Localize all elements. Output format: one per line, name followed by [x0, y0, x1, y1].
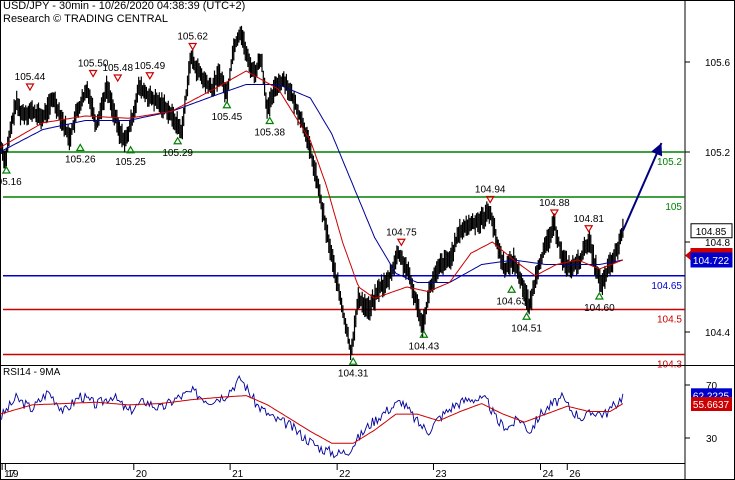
swing-low-label: 104.60	[584, 303, 615, 314]
swing-low-label: 105.25	[115, 157, 146, 168]
swing-high-marker	[485, 195, 495, 204]
price-y-tick-label: 104.4	[705, 328, 730, 339]
swing-high-label: 105.62	[177, 32, 208, 43]
ma-fast-line	[0, 70, 624, 299]
swing-low-label: 105.38	[254, 128, 285, 139]
price-y-tick-label: 104.8	[705, 238, 730, 249]
blue-price-badge	[690, 252, 733, 268]
price-y-tick-label: 105.6	[705, 58, 730, 69]
last-price-badge-label: 104.85	[696, 227, 727, 238]
forecast-arrow-head	[651, 143, 663, 157]
swing-low-marker	[522, 312, 532, 320]
swing-low-marker	[222, 100, 232, 109]
swing-low-marker	[75, 143, 85, 152]
swing-high-marker	[188, 42, 198, 51]
rsi-ma-value-badge	[691, 396, 732, 411]
swing-low-marker	[173, 136, 183, 145]
x-tick-label: 19	[7, 469, 19, 480]
blue-price-badge-label: 104.722	[693, 256, 730, 267]
ma-slow-line	[0, 84, 623, 283]
x-tick-label: 26	[569, 469, 581, 480]
level-label: 104.5	[657, 315, 682, 326]
swing-low-label: 105.26	[65, 155, 96, 166]
swing-low-label: 104.43	[409, 341, 440, 352]
price-series	[0, 25, 624, 360]
swing-high-marker	[113, 74, 123, 83]
swing-high-label: 105.44	[15, 72, 46, 83]
swing-low-marker	[419, 330, 429, 338]
rsi-panel-title: RSI14 - 9MA	[3, 367, 61, 378]
swing-low-marker	[594, 291, 604, 300]
swing-low-marker	[265, 116, 275, 125]
rsi-ma-line	[0, 395, 624, 444]
swing-low-marker	[348, 357, 358, 365]
swing-low-label: 104.63	[496, 296, 527, 307]
swing-high-label: 105.48	[102, 63, 133, 74]
swing-low-marker	[507, 285, 517, 293]
x-tick-label: 17	[4, 469, 16, 480]
swing-high-label: 104.81	[573, 214, 604, 225]
swing-low-label: 105.29	[162, 148, 193, 159]
level-label: 105.2	[657, 157, 682, 168]
swing-high-marker	[396, 238, 406, 247]
swing-high-marker	[549, 209, 559, 218]
swing-high-marker	[25, 83, 35, 92]
swing-low-marker	[126, 145, 136, 154]
swing-low-label: 104.31	[338, 368, 369, 379]
swing-high-marker	[145, 72, 155, 80]
swing-high-label: 104.75	[386, 227, 417, 238]
swing-high-marker	[584, 225, 594, 233]
chart-subtitle: Research © TRADING CENTRAL	[3, 13, 168, 25]
red-badge-pointer	[685, 250, 691, 261]
price-y-tick-label: 105.2	[705, 148, 730, 159]
x-tick-label: 22	[339, 469, 351, 480]
swing-high-marker	[88, 69, 98, 78]
chart-title: USD/JPY - 30min - 10/26/2020 04:38:39 (U…	[3, 0, 246, 12]
x-tick-label: 23	[435, 469, 447, 480]
swing-low-label: 104.51	[511, 323, 542, 334]
level-label: 104.65	[651, 281, 682, 292]
swing-high-label: 105.50	[78, 59, 109, 70]
rsi-line	[0, 374, 624, 459]
x-tick-label: 21	[232, 469, 244, 480]
rsi-value-badge-label: 62.2225	[693, 391, 730, 402]
swing-low-marker	[1, 165, 11, 174]
x-tick-label: 24	[543, 469, 555, 480]
level-label: 104.3	[657, 360, 682, 371]
rsi-y-tick-label: 30	[706, 434, 718, 445]
swing-high-label: 105.49	[135, 61, 166, 72]
last-price-badge	[690, 223, 733, 239]
x-tick-label: 20	[136, 469, 148, 480]
rsi-y-tick-label: 70	[706, 381, 718, 392]
swing-high-label: 104.94	[475, 185, 506, 196]
swing-high-label: 104.88	[539, 198, 570, 209]
swing-low-label: 105.45	[212, 112, 243, 123]
rsi-ma-value-badge-label: 55.6637	[693, 400, 730, 411]
swing-low-label: 105.16	[0, 177, 22, 188]
level-label: 105	[665, 202, 682, 213]
forecast-arrow	[622, 142, 663, 232]
